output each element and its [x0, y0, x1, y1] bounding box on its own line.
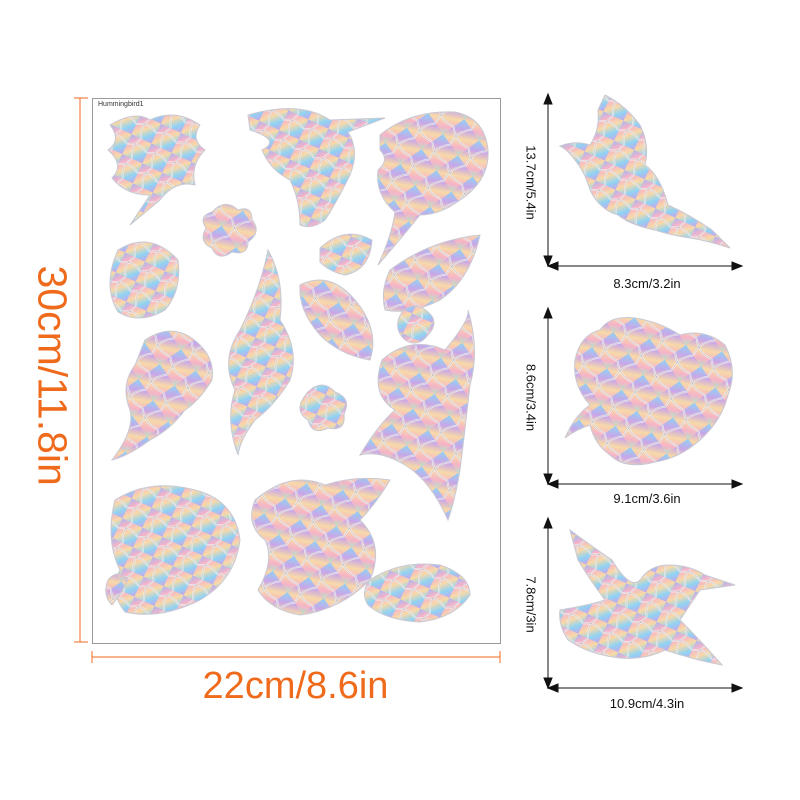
sticker-hummingbird-top: [247, 108, 386, 228]
detail2-height-label: 8.6cm/3.4in: [523, 363, 539, 432]
sticker-hummingbird-left: [110, 330, 213, 461]
sheet-width-label: 22cm/8.6in: [202, 665, 389, 707]
detail-flower: [564, 317, 733, 466]
sticker-oval-leaf: [109, 241, 180, 319]
detail3-width-arrow: [546, 683, 744, 693]
sticker-center-flower: [299, 384, 347, 432]
sticker-sprig: [105, 573, 129, 606]
detail2-width-arrow: [546, 479, 744, 489]
sticker-hummingbird-right: [358, 309, 476, 522]
sticker-small-flower: [202, 204, 257, 257]
detail2-height-arrow: [543, 306, 553, 486]
sheet-label: Hummingbird1: [98, 101, 144, 108]
detail-hummingbird-flying: [558, 94, 731, 249]
detail1-width-label: 8.3cm/3.2in: [613, 276, 681, 291]
detail1-width-arrow: [546, 261, 744, 271]
sticker-small-flower-right: [397, 305, 435, 344]
sheet-height-dimension-line: [74, 97, 88, 643]
detail3-height-label: 7.8cm/3in: [523, 576, 539, 633]
sticker-long-leaf: [382, 234, 481, 312]
detail1-height-label: 13.7cm/5.4in: [523, 145, 539, 220]
sticker-small-leaf: [319, 233, 373, 276]
sheet-height-label: 30cm/11.8in: [29, 265, 76, 486]
sticker-monstera-leaf: [377, 111, 489, 266]
detail3-height-arrow: [543, 516, 553, 690]
sheet-width-dimension-line: [91, 651, 501, 663]
sheet-stickers: [105, 108, 489, 623]
sticker-leaf-cluster: [107, 114, 206, 226]
sticker-center-leaf: [299, 279, 374, 361]
detail2-width-label: 9.1cm/3.6in: [613, 491, 681, 506]
sticker-leaf-bottom-left: [110, 485, 241, 615]
sticker-leaf-bottom-right: [364, 563, 471, 623]
detail1-height-arrow: [543, 92, 553, 268]
detail-hummingbird-gliding: [559, 528, 736, 666]
detail3-width-label: 10.9cm/4.3in: [609, 696, 685, 711]
sticker-hummingbird-middle: [228, 248, 294, 456]
